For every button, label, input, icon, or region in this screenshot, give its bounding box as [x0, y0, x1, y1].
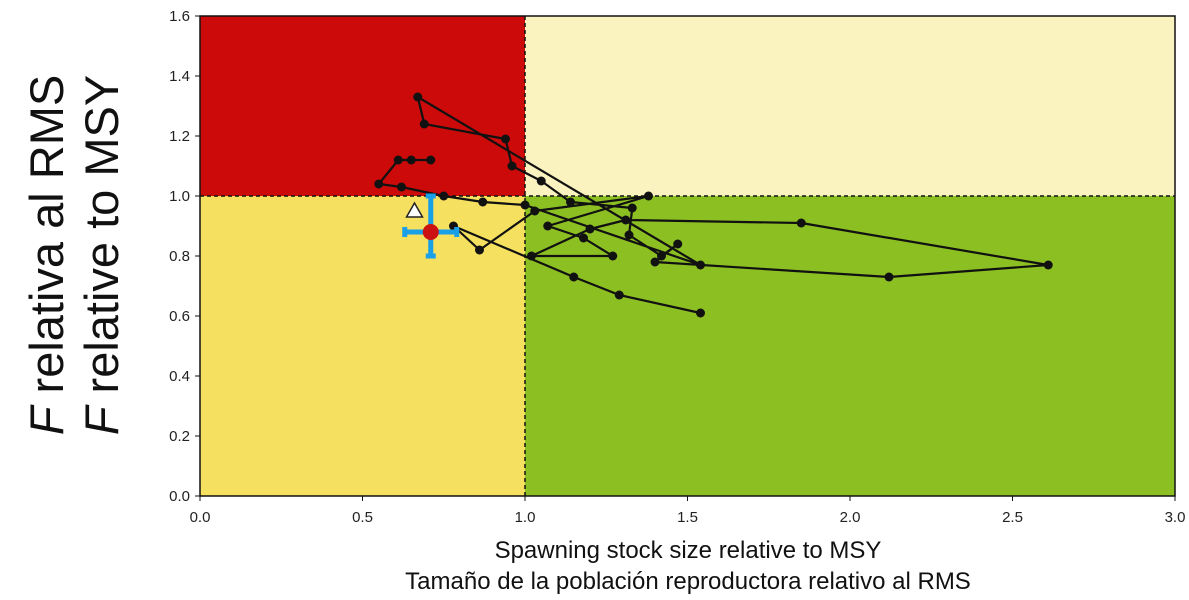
trajectory-point [569, 272, 579, 282]
y-tick-label: 0.2 [169, 428, 190, 445]
trajectory-point [650, 257, 660, 267]
trajectory-point [374, 179, 384, 189]
y-tick-label: 1.2 [169, 128, 190, 145]
y-tick-label: 0.4 [169, 368, 190, 385]
trajectory-point [397, 182, 406, 192]
x-tick-label: 2.5 [1002, 509, 1023, 526]
x-tick-label: 0.0 [190, 509, 211, 526]
y-tick-label: 0.0 [169, 488, 190, 505]
x-tick-label: 1.0 [515, 509, 536, 526]
trajectory-point [413, 92, 423, 102]
trajectory-point [475, 245, 484, 255]
trajectory [374, 92, 1053, 318]
trajectory-point [419, 119, 429, 129]
y-axis-title-es-symbol: F [20, 404, 73, 435]
x-axis-ticks: 0.0 0.5 1.0 1.5 2.0 2.5 3.0 [190, 496, 1186, 526]
y-axis-title-en-text: relative to MSY [75, 75, 128, 407]
y-axis-title-es-text: relativa al RMS [20, 75, 73, 407]
trajectory-point [884, 272, 894, 282]
trajectory-point [406, 155, 416, 165]
trajectory-point [627, 203, 637, 213]
y-tick-label: 1.0 [169, 188, 190, 205]
y-tick-label: 0.6 [169, 308, 190, 325]
quadrant-overfishing-healthy [525, 16, 1175, 196]
quadrant-overfished [200, 196, 525, 496]
trajectory-point [796, 218, 806, 228]
trajectory-point [527, 251, 536, 261]
trajectory-point [624, 230, 634, 240]
x-tick-label: 1.5 [677, 509, 698, 526]
reference-triangle-marker [405, 201, 424, 218]
trajectory-point [644, 191, 653, 201]
x-axis-title-es: Tamaño de la población reproductora rela… [405, 568, 971, 595]
x-tick-label: 0.5 [352, 509, 373, 526]
trajectory-point [536, 176, 546, 186]
y-axis-title-en-symbol: F [75, 404, 128, 435]
trajectory-point [478, 197, 488, 207]
trajectory-point [585, 224, 595, 234]
trajectory-point [614, 290, 624, 300]
y-tick-label: 0.8 [169, 248, 190, 265]
trajectory-point [566, 197, 575, 207]
current-status [402, 193, 460, 259]
quadrant-overfishing-overfished [200, 16, 525, 196]
trajectory-point [696, 260, 705, 270]
x-tick-label: 2.0 [840, 509, 861, 526]
trajectory-line [377, 95, 1050, 315]
trajectory-point [426, 155, 436, 165]
trajectory-point [393, 155, 403, 165]
current-status-point [422, 224, 439, 240]
y-tick-label: 1.4 [169, 68, 190, 85]
trajectory-point [507, 161, 517, 171]
trajectory-point [621, 215, 631, 225]
trajectory-point [608, 251, 618, 261]
trajectory-point [673, 239, 683, 249]
x-axis-title-en: Spawning stock size relative to MSY [495, 537, 882, 564]
x-tick-label: 3.0 [1165, 509, 1186, 526]
y-axis-ticks: 0.0 0.2 0.4 0.6 0.8 1.0 1.2 1.4 1.6 [169, 8, 200, 505]
trajectory-point [520, 200, 530, 210]
trajectory-point [530, 206, 540, 216]
trajectory-point [439, 191, 449, 201]
trajectory-point [579, 233, 588, 243]
y-axis-title-en: F relative to MSY [75, 75, 128, 435]
y-tick-label: 1.6 [169, 8, 190, 25]
quadrant-backgrounds [200, 16, 1175, 496]
trajectory-point [696, 308, 705, 318]
quadrant-healthy [525, 196, 1175, 496]
y-axis-title-es: F relativa al RMS [20, 75, 73, 435]
trajectory-point [1043, 260, 1053, 270]
trajectory-point [501, 134, 510, 144]
trajectory-point [657, 251, 666, 261]
trajectory-point [543, 221, 553, 231]
